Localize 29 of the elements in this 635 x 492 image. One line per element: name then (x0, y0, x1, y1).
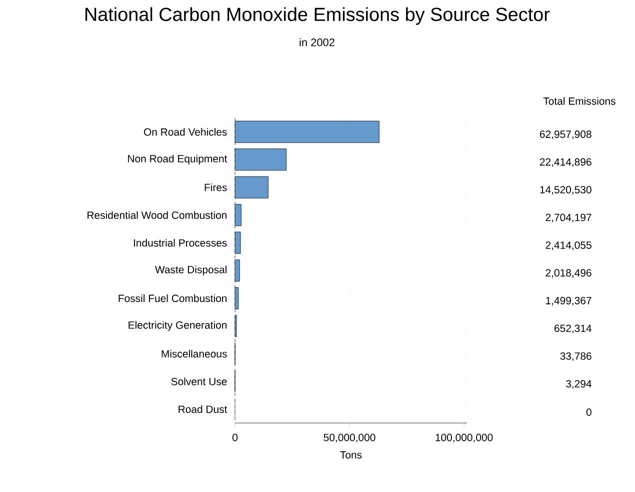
y-tick-label: Miscellaneous (162, 350, 227, 358)
data-label: 2,018,496 (546, 269, 592, 278)
data-label: 22,414,896 (540, 158, 592, 167)
data-label: 652,314 (554, 324, 592, 334)
data-label: 62,957,908 (540, 130, 592, 140)
data-label: 3,294 (566, 380, 592, 389)
y-tick-label: On Road Vehicles (144, 128, 227, 136)
x-axis-title: Tons (340, 451, 362, 459)
y-tick-label: Industrial Processes (134, 238, 227, 247)
chart-title: National Carbon Monoxide Emissions by Source Sector (86, 7, 550, 25)
data-label: 0 (586, 408, 592, 416)
x-tick-label: 100,000,000 (436, 434, 493, 442)
data-label: 2,414,055 (546, 241, 592, 250)
chart-subtitle: in 2002 (300, 38, 334, 46)
y-tick-label: Fossil Fuel Combustion (118, 294, 227, 302)
y-tick-label: Solvent Use (171, 378, 227, 386)
data-label: 1,499,367 (546, 296, 592, 306)
x-tick-label: 50,000,000 (324, 434, 376, 442)
y-tick-label: Fires (204, 183, 227, 192)
x-tick-label: 0 (232, 434, 238, 442)
y-tick-label: Waste Disposal (154, 266, 227, 276)
text: Total Emissions (543, 97, 616, 105)
y-tick-label: Electricity Generation (128, 321, 227, 331)
y-tick-label: Road Dust (178, 405, 228, 413)
data-label: 33,786 (560, 352, 592, 362)
y-tick-label: Non Road Equipment (128, 154, 228, 164)
data-label: 14,520,530 (540, 186, 592, 195)
y-tick-label: Residential Wood Combustion (88, 211, 227, 219)
data-label: 2,704,197 (546, 214, 592, 222)
